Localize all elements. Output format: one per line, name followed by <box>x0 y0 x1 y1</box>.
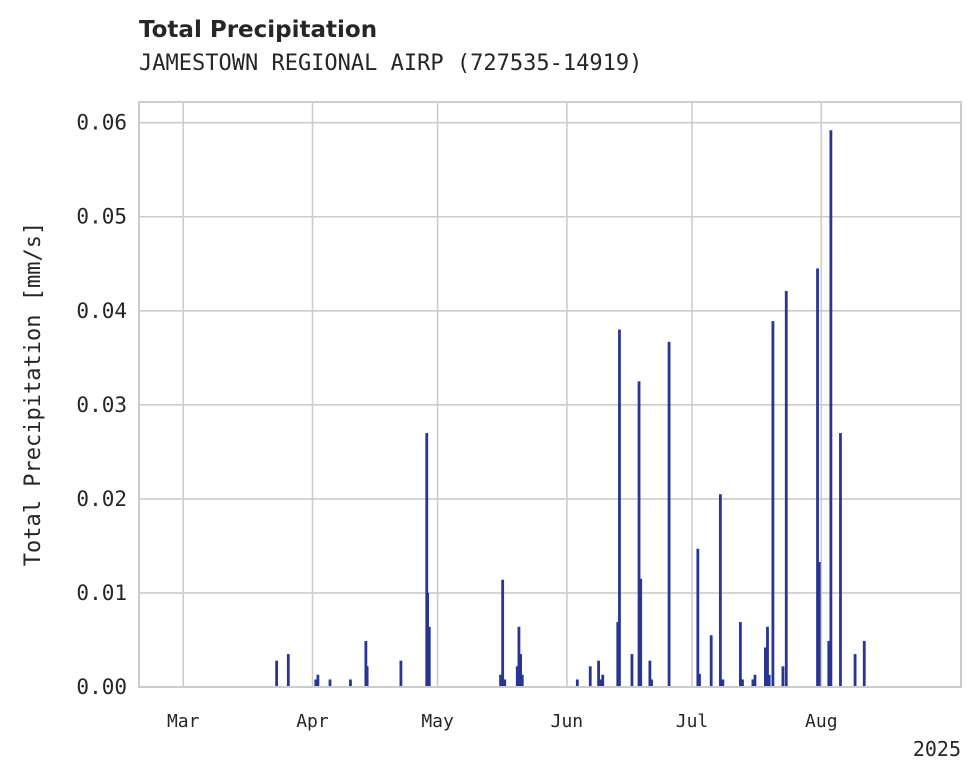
precipitation-bar <box>767 674 771 687</box>
precipitation-bar <box>784 291 788 687</box>
precipitation-bar <box>275 660 279 687</box>
x-tick-label: Apr <box>296 711 329 732</box>
x-tick-label: May <box>421 711 454 732</box>
chart-subtitle: JAMESTOWN REGIONAL AIRP (727535-14919) <box>139 51 643 76</box>
precipitation-bar <box>738 622 742 687</box>
precipitation-bar <box>709 635 713 687</box>
precipitation-bar <box>650 679 653 687</box>
precipitation-bar <box>753 674 757 687</box>
precipitation-bar <box>829 130 833 687</box>
precipitation-bar <box>766 626 769 687</box>
precipitation-bar <box>817 561 821 687</box>
precipitation-bar <box>639 578 643 687</box>
precipitation-bar <box>781 666 785 687</box>
y-tick-label: 0.05 <box>76 205 127 229</box>
plot-frame <box>138 101 962 688</box>
precipitation-bar <box>427 626 431 687</box>
precipitation-bar <box>816 268 819 687</box>
precipitation-bar <box>575 679 579 687</box>
x-tick-label: Jun <box>551 711 584 732</box>
precipitation-bar <box>618 329 621 687</box>
precipitation-bar <box>630 654 634 687</box>
precipitation-bar <box>721 679 725 687</box>
precipitation-bar <box>328 679 332 687</box>
precipitation-bar <box>520 674 524 687</box>
y-tick-label: 0.00 <box>76 675 127 699</box>
precipitation-bar <box>764 647 767 687</box>
precipitation-bar <box>827 640 831 687</box>
precipitation-bar <box>771 321 775 687</box>
x-tick-label: Mar <box>167 711 200 732</box>
precipitation-bar <box>667 341 671 687</box>
precipitation-bar <box>597 660 600 687</box>
precipitation-bar <box>503 679 507 687</box>
precipitation-bar <box>314 679 318 687</box>
x-axis-ticks: Mar Apr May Jun Jul Aug <box>167 711 838 732</box>
precipitation-bar <box>399 660 403 687</box>
x-tick-label: Aug <box>805 711 838 732</box>
precipitation-bar <box>637 381 641 687</box>
precipitation-bar <box>588 666 592 687</box>
precipitation-bar <box>718 494 722 687</box>
y-tick-label: 0.06 <box>76 111 127 135</box>
y-tick-label: 0.02 <box>76 487 127 511</box>
precipitation-bar <box>364 640 368 687</box>
x-tick-label: Jul <box>676 711 709 732</box>
precipitation-bar <box>601 674 605 687</box>
y-tick-label: 0.03 <box>76 393 127 417</box>
precipitation-bar <box>515 666 519 687</box>
plot-background <box>139 102 961 687</box>
y-tick-label: 0.04 <box>76 299 127 323</box>
gridlines <box>139 102 961 687</box>
x-axis-year-label: 2025 <box>913 737 961 761</box>
precipitation-bar <box>517 626 521 687</box>
precipitation-bar <box>862 640 866 687</box>
precipitation-bar <box>425 433 429 687</box>
precipitation-bar <box>349 679 352 687</box>
precipitation-bar <box>696 548 700 687</box>
precipitation-bar <box>426 592 429 687</box>
precipitation-bar <box>839 433 842 687</box>
precipitation-bar <box>519 654 522 687</box>
bar-series <box>275 130 866 687</box>
y-axis-ticks: 0.00 0.01 0.02 0.03 0.04 0.05 0.06 <box>76 111 127 699</box>
precipitation-bar <box>365 666 369 687</box>
precipitation-bar <box>853 654 857 687</box>
y-axis-label: Total Precipitation [mm/s] <box>21 222 46 566</box>
precipitation-bar <box>648 660 652 687</box>
precipitation-bar <box>501 579 505 687</box>
y-tick-label: 0.01 <box>76 581 127 605</box>
chart-title: Total Precipitation <box>139 17 378 43</box>
precipitation-bar <box>616 622 620 687</box>
precipitation-bar <box>316 674 320 687</box>
precipitation-bar <box>741 679 744 687</box>
precipitation-bar <box>286 654 290 687</box>
precipitation-bar <box>698 673 701 687</box>
precipitation-bar <box>751 679 755 687</box>
precipitation-bar <box>499 674 502 687</box>
precipitation-bar <box>599 679 603 687</box>
